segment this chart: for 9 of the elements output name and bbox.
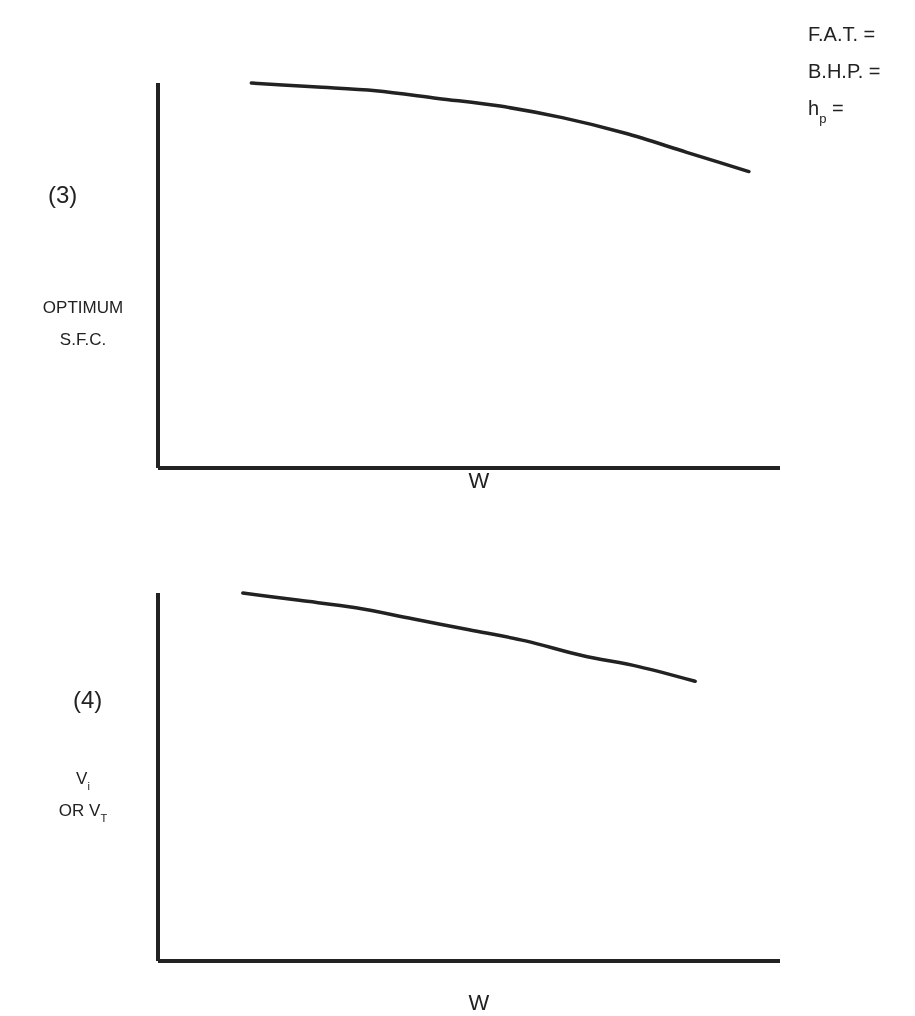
text: h$_{p}$ = [808,97,844,126]
x-axis-title: W [468,468,490,493]
text: F.A.T. = [808,23,876,45]
text: B.H.P. = [808,60,881,82]
x-axis-title: W [468,990,490,1015]
text: (4) [73,686,103,713]
y-axis-title: V$_{i}$ OR V$_{T}$ [58,769,108,825]
y-axis-title: OPTIMUM S.F.C. [42,298,124,350]
text: (3) [48,181,78,208]
